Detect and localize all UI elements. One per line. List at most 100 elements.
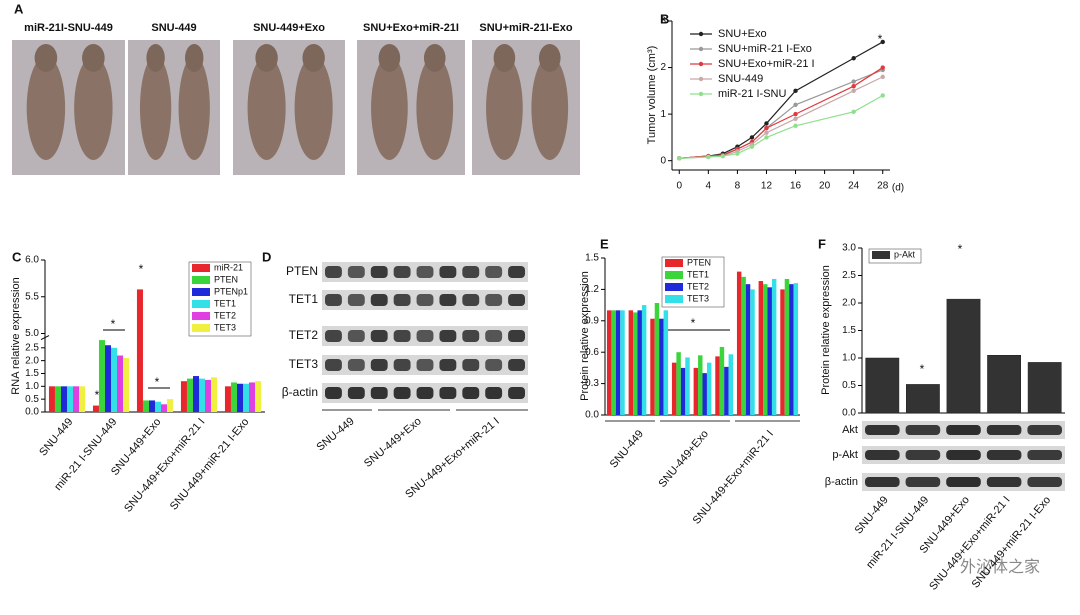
bar — [123, 358, 130, 412]
mouse — [371, 56, 408, 160]
bar — [633, 312, 638, 415]
bar — [1027, 362, 1062, 414]
mouse — [486, 56, 523, 160]
annotation: * — [691, 316, 696, 330]
annotation: * — [920, 362, 925, 376]
y-axis-label: Tumor volume (cm³) — [646, 46, 658, 145]
y-tick-label: 3 — [660, 16, 666, 27]
y-tick-label: 1 — [660, 109, 666, 120]
bar — [771, 278, 777, 415]
blot-band — [439, 359, 457, 371]
bar — [641, 305, 647, 415]
bar — [784, 278, 790, 415]
bar — [671, 362, 677, 415]
mouse — [416, 56, 454, 160]
blot-label: PTEN — [286, 264, 318, 278]
panel-letter: B — [660, 11, 669, 26]
mouse-head — [538, 44, 561, 72]
blot-band — [416, 387, 434, 399]
bar — [719, 346, 725, 415]
bar — [659, 318, 664, 415]
blot-band — [865, 450, 900, 460]
y-tick-label: 0.0 — [25, 407, 39, 418]
blot-band — [905, 477, 941, 487]
legend-label: TET3 — [687, 293, 709, 303]
annotation: * — [155, 375, 160, 389]
blot-band — [485, 294, 503, 306]
legend-marker — [698, 61, 704, 67]
blot-label: β-actin — [282, 385, 318, 399]
legend-label: PTENp1 — [214, 286, 248, 296]
bar — [615, 310, 621, 415]
y-tick-label: 0.0 — [585, 410, 599, 421]
legend-swatch — [665, 283, 683, 291]
bar — [706, 362, 712, 415]
bar — [60, 386, 67, 412]
photo-label: SNU-449 — [151, 22, 196, 34]
x-tick-label: 28 — [877, 181, 889, 192]
bar — [741, 276, 746, 415]
blot-band — [325, 387, 342, 399]
point — [851, 56, 856, 61]
blot-band — [370, 330, 388, 342]
bar — [620, 310, 625, 415]
point — [793, 116, 798, 121]
y-tick-label: 2.0 — [25, 355, 39, 366]
legend-swatch — [192, 300, 210, 308]
mouse-head — [255, 44, 278, 72]
annotation: * — [95, 388, 100, 402]
blot-band — [416, 294, 434, 306]
blot-band — [508, 294, 525, 306]
bar — [865, 357, 900, 414]
blot-band — [865, 477, 900, 487]
bar — [155, 401, 162, 412]
blot-band — [946, 450, 981, 460]
x-tick-label: 16 — [790, 181, 802, 192]
x-tick-label: 0 — [676, 181, 682, 192]
bar — [205, 379, 212, 412]
bar — [255, 381, 262, 412]
blot-band — [370, 294, 388, 306]
bar — [987, 355, 1021, 414]
x-axis-label: (d) — [892, 183, 904, 194]
blot-band — [508, 387, 525, 399]
blot-band — [946, 425, 981, 435]
point — [764, 135, 769, 140]
point — [749, 135, 755, 140]
bar — [676, 352, 681, 415]
legend-label: p-Akt — [894, 249, 916, 259]
y-axis-label: Protein relative expression — [820, 265, 832, 395]
legend-label: TET1 — [687, 269, 709, 279]
legend-marker — [698, 91, 704, 97]
point — [764, 130, 769, 135]
x-tick-label: 12 — [761, 181, 773, 192]
y-tick-label: 1.0 — [842, 353, 856, 364]
blot-band — [462, 266, 480, 278]
blot-band — [393, 330, 411, 342]
blot-label: Akt — [842, 424, 858, 436]
blot-band — [439, 266, 457, 278]
blot-band — [986, 450, 1022, 460]
point — [851, 83, 856, 89]
bar — [243, 383, 250, 412]
point — [764, 121, 769, 126]
x-tick-label: 24 — [848, 181, 860, 192]
point — [880, 39, 885, 45]
bar — [79, 386, 86, 412]
bar — [136, 289, 143, 412]
panel-letter: D — [262, 249, 271, 264]
legend-box — [188, 261, 252, 337]
bar — [161, 404, 168, 412]
blot-band — [485, 359, 503, 371]
bar — [628, 310, 634, 415]
mouse — [139, 56, 172, 160]
mouse-head — [185, 44, 204, 72]
bar — [637, 310, 642, 415]
point — [851, 109, 856, 114]
blot-band — [1027, 477, 1062, 487]
y-tick-label: 5.5 — [25, 291, 39, 302]
photo-label: SNU+Exo+miR-21I — [363, 22, 459, 34]
y-tick-label: 0 — [660, 155, 666, 166]
blot-label: TET1 — [289, 292, 319, 306]
point — [677, 156, 682, 161]
